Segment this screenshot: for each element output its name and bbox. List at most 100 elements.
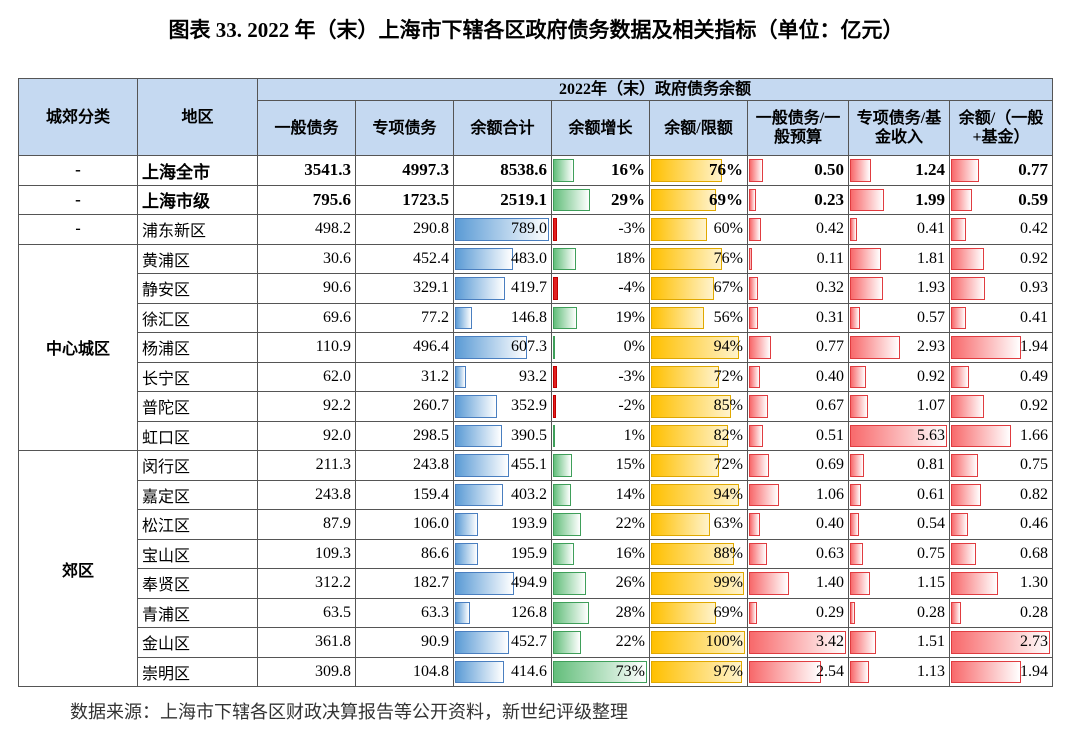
district: 闵行区 bbox=[137, 450, 258, 481]
cell-text: 69.6 bbox=[323, 308, 351, 326]
cell: 298.5 bbox=[355, 420, 454, 451]
cell: 56% bbox=[649, 302, 748, 333]
cell-text: 2.73 bbox=[1020, 633, 1049, 651]
cell: 290.8 bbox=[355, 214, 454, 245]
cell: 496.4 bbox=[355, 332, 454, 363]
cell-text: 63.3 bbox=[421, 603, 449, 621]
cell-text: 211.3 bbox=[315, 456, 351, 474]
column-header: 余额合计 bbox=[453, 100, 552, 156]
cell: -3% bbox=[551, 214, 650, 245]
cell-text: 0.46 bbox=[1020, 515, 1049, 533]
cell: 72% bbox=[649, 361, 748, 392]
cell: 0.59 bbox=[948, 184, 1054, 215]
cell-text: 146.8 bbox=[511, 308, 547, 326]
cell: 0.92 bbox=[948, 391, 1054, 422]
cell-text: 上海全市 bbox=[142, 162, 210, 182]
cell: 62.0 bbox=[257, 361, 356, 392]
cell-text: 92.0 bbox=[323, 426, 351, 444]
data-row: 松江区 87.9 106.0 193.9 22% 63% 0.40 0.54 0.46 bbox=[19, 509, 1054, 540]
cell-text: 0.31 bbox=[816, 308, 844, 326]
data-bar bbox=[951, 218, 967, 241]
cell-text: 77.2 bbox=[421, 308, 449, 326]
cell-text: 嘉定区 bbox=[142, 488, 191, 506]
data-bar bbox=[553, 424, 555, 447]
data-bar bbox=[455, 218, 549, 241]
cell-text: 73% bbox=[615, 662, 645, 680]
district: 浦东新区 bbox=[137, 214, 258, 245]
cell-text: 宝山区 bbox=[142, 547, 191, 565]
cell-text: 0.50 bbox=[814, 160, 844, 180]
cell-text: 2519.1 bbox=[500, 189, 547, 209]
data-bar bbox=[455, 483, 504, 506]
data-bar bbox=[749, 159, 764, 182]
data-bar bbox=[651, 395, 731, 418]
cell-text: 243.8 bbox=[315, 485, 351, 503]
data-bar bbox=[850, 336, 901, 359]
cell: 0.31 bbox=[747, 302, 849, 333]
data-bar bbox=[850, 660, 870, 683]
cell: 1.81 bbox=[848, 243, 950, 274]
cell: 63.3 bbox=[355, 597, 454, 628]
cell-text: 普陀区 bbox=[142, 400, 191, 418]
cell: 361.8 bbox=[257, 627, 356, 658]
cell-text: 0.92 bbox=[1020, 249, 1049, 267]
cell-text: 93.2 bbox=[519, 367, 547, 385]
cell-text: 0.28 bbox=[917, 603, 945, 621]
data-bar bbox=[850, 601, 855, 624]
cell-text: 1.30 bbox=[1020, 574, 1049, 592]
cell-text: 86.6 bbox=[421, 544, 449, 562]
cell: 87.9 bbox=[257, 509, 356, 540]
cell-text: 0.40 bbox=[816, 367, 844, 385]
cell: 390.5 bbox=[453, 420, 552, 451]
data-bar bbox=[749, 572, 789, 595]
group-label: 中心城区 bbox=[18, 243, 138, 451]
data-row: - 上海全市 3541.3 4997.3 8538.6 16% 76% 0.50 1.24 0.7… bbox=[18, 155, 1054, 186]
cell: 5.63 bbox=[848, 420, 950, 451]
data-bar bbox=[651, 218, 708, 241]
data-bar bbox=[749, 601, 758, 624]
cell-text: 29% bbox=[611, 189, 645, 209]
cell: 312.2 bbox=[257, 568, 356, 599]
data-bar bbox=[651, 365, 719, 388]
cell: 159.4 bbox=[355, 479, 454, 510]
cell: 1% bbox=[551, 420, 650, 451]
cell: 1.94 bbox=[948, 332, 1054, 363]
cell-text: 0.42 bbox=[816, 220, 844, 238]
cell: 97% bbox=[649, 656, 748, 687]
cell: 93.2 bbox=[453, 361, 552, 392]
cell: 0.11 bbox=[747, 243, 849, 274]
cell-text: 110.9 bbox=[315, 338, 351, 356]
cell: -3% bbox=[551, 361, 650, 392]
cell: 0.57 bbox=[848, 302, 950, 333]
cell: 72% bbox=[649, 450, 748, 481]
district: 黄浦区 bbox=[137, 243, 258, 274]
cell: 452.4 bbox=[355, 243, 454, 274]
cell-text: 0.41 bbox=[917, 220, 945, 238]
cell: 2519.1 bbox=[453, 184, 552, 215]
cell-text: 69% bbox=[713, 603, 743, 621]
cell-text: 76% bbox=[713, 249, 743, 267]
cell-text: 452.4 bbox=[413, 249, 449, 267]
data-bar bbox=[553, 306, 578, 329]
data-bar bbox=[455, 306, 473, 329]
cell: 1.07 bbox=[848, 391, 950, 422]
data-bar bbox=[455, 660, 505, 683]
cell: 106.0 bbox=[355, 509, 454, 540]
cell: -2% bbox=[551, 391, 650, 422]
cell-text: 0.57 bbox=[917, 308, 945, 326]
data-bar bbox=[951, 277, 985, 300]
cell-text: 0.51 bbox=[816, 426, 844, 444]
cell: 76% bbox=[649, 155, 748, 186]
data-bar bbox=[455, 424, 502, 447]
cell-text: 0.61 bbox=[917, 485, 945, 503]
cell-text: 88% bbox=[713, 544, 743, 562]
cell-text: 闵行区 bbox=[142, 459, 191, 477]
data-row: - 浦东新区 498.2 290.8 789.0 -3% 60% 0.42 0.41 0.42 bbox=[18, 214, 1054, 245]
data-bar bbox=[951, 660, 1022, 683]
cell: 455.1 bbox=[453, 450, 552, 481]
cell: 0.28 bbox=[848, 597, 950, 628]
cell: 0.50 bbox=[747, 155, 849, 186]
cell: 94% bbox=[649, 479, 748, 510]
cell: 109.3 bbox=[257, 538, 356, 569]
